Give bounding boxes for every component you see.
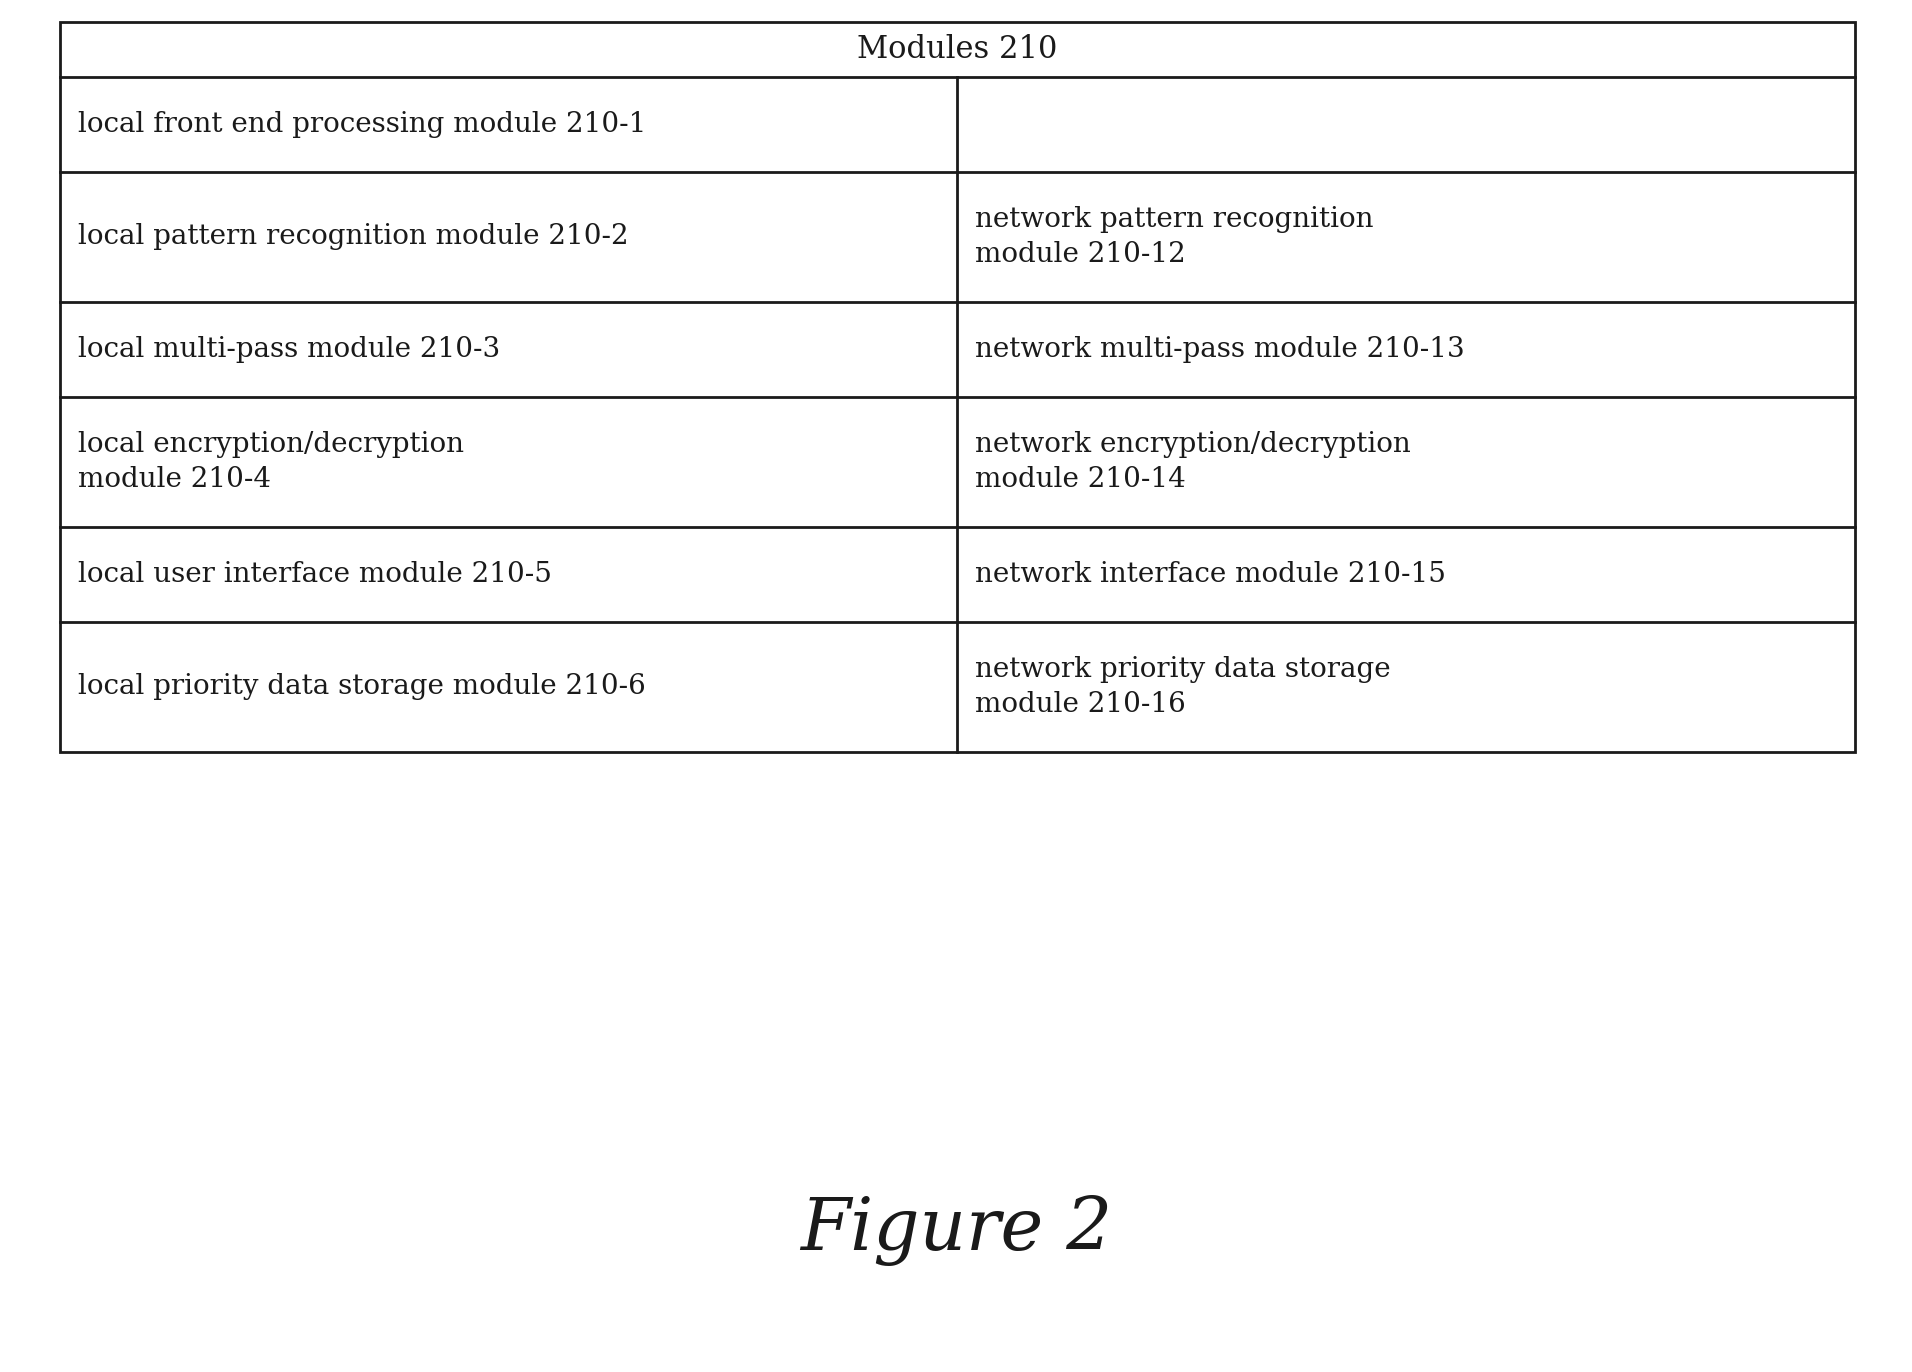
Text: network pattern recognition
module 210-12: network pattern recognition module 210-1… [975,206,1375,268]
Text: network encryption/decryption
module 210-14: network encryption/decryption module 210… [975,431,1411,493]
Text: local multi-pass module 210-3: local multi-pass module 210-3 [78,336,501,364]
Text: Figure 2: Figure 2 [799,1195,1113,1265]
Text: local user interface module 210-5: local user interface module 210-5 [78,561,553,589]
Text: local front end processing module 210-1: local front end processing module 210-1 [78,111,646,139]
Text: local encryption/decryption
module 210-4: local encryption/decryption module 210-4 [78,431,465,493]
Bar [59,22,1855,752]
Text: network interface module 210-15: network interface module 210-15 [975,561,1445,589]
Text: local priority data storage module 210-6: local priority data storage module 210-6 [78,674,646,701]
Text: Modules 210: Modules 210 [857,34,1057,64]
Text: network priority data storage
module 210-16: network priority data storage module 210… [975,656,1392,718]
Text: local pattern recognition module 210-2: local pattern recognition module 210-2 [78,224,629,251]
Text: network multi-pass module 210-13: network multi-pass module 210-13 [975,336,1465,364]
